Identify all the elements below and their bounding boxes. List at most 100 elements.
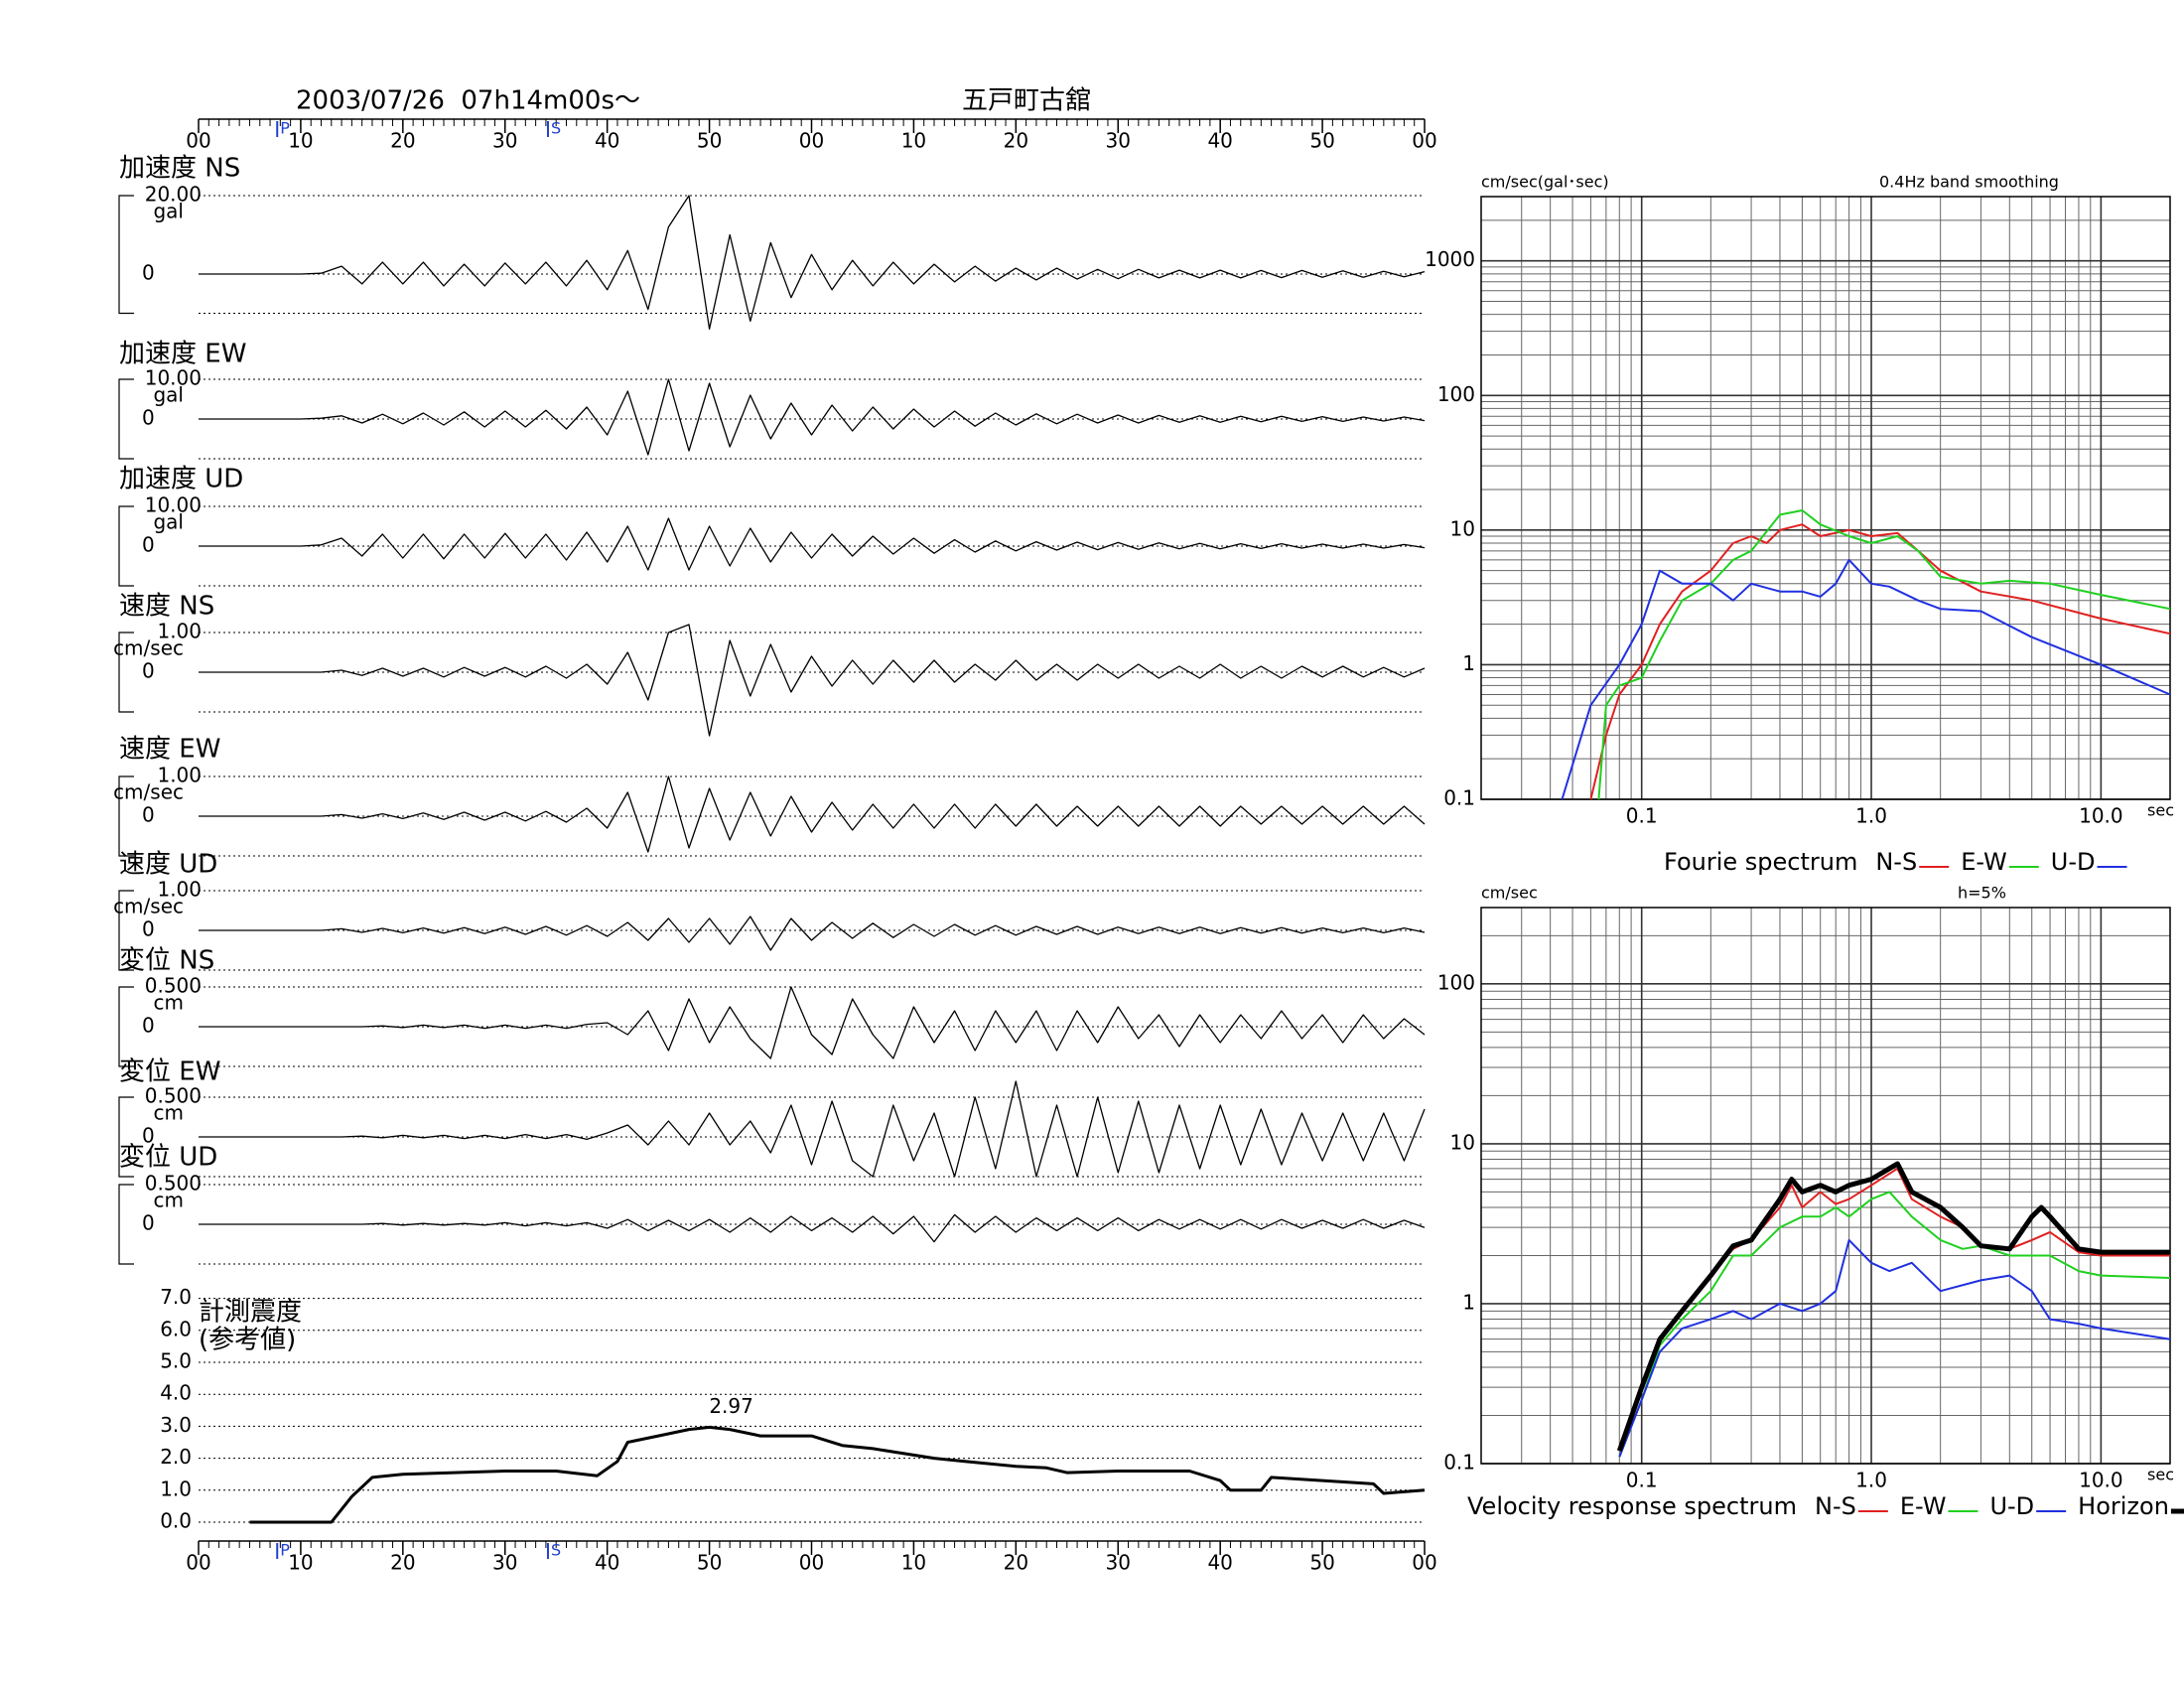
y-tick-label: 7.0 <box>160 1285 192 1309</box>
x-tick-label: 30 <box>492 1551 517 1575</box>
y-tick-label: 1.0 <box>160 1477 192 1500</box>
x-tick-label: 1.0 <box>1855 1469 1887 1492</box>
x-tick-label: 1.0 <box>1855 804 1887 828</box>
x-tick-label: 10 <box>288 129 313 153</box>
intensity-line <box>249 1425 1426 1524</box>
y-tick-label: 0 <box>142 659 155 683</box>
y-axis-label: cm/sec(gal･sec) <box>1481 173 1609 192</box>
phase-label: P <box>280 1541 290 1560</box>
spectrum-line <box>1618 1238 2171 1458</box>
y-tick-label: 0 <box>142 917 155 941</box>
x-tick-label: 50 <box>1309 1551 1334 1575</box>
waveform <box>199 915 1426 951</box>
y-tick-label: 1.00 <box>157 764 202 787</box>
x-tick-label: 30 <box>1106 1551 1131 1575</box>
legend-label: N-S <box>1875 848 1917 876</box>
unit-label: cm <box>154 991 184 1015</box>
phase-label: P <box>280 119 290 138</box>
trace-bracket <box>118 890 134 971</box>
x-tick-label: 00 <box>799 129 824 153</box>
x-tick-label: 50 <box>1309 129 1334 153</box>
x-tick-label: 00 <box>1412 1551 1436 1575</box>
trace-bracket <box>118 378 134 460</box>
trace-bracket <box>118 775 134 857</box>
x-tick-label: 50 <box>697 129 722 153</box>
y-tick-label: 0 <box>142 533 155 557</box>
y-tick-label: 0 <box>142 803 155 827</box>
x-tick-label: 0.1 <box>1626 1469 1658 1492</box>
y-tick-label: 0.0 <box>160 1509 192 1533</box>
x-axis-label: sec <box>2147 801 2174 820</box>
x-tick-label: 20 <box>1004 129 1028 153</box>
y-tick-label: 4.0 <box>160 1381 192 1405</box>
trace-title: 変位 UD <box>119 1143 217 1173</box>
trace-bracket <box>118 195 134 315</box>
x-tick-label: 00 <box>1412 129 1436 153</box>
legend-title: Fourie spectrum <box>1664 848 1857 876</box>
trace-title: 加速度 NS <box>119 154 240 184</box>
intensity-title: 計測震度 <box>199 1298 302 1328</box>
x-tick-label: 40 <box>595 1551 619 1575</box>
trace-bracket <box>118 1184 134 1265</box>
note: 0.4Hz band smoothing <box>1879 173 2059 192</box>
y-tick-label: 0.500 <box>145 1084 202 1108</box>
spectrum-line <box>1561 558 2171 800</box>
y-tick-label: 0 <box>142 1124 155 1148</box>
y-tick-label: 6.0 <box>160 1317 192 1340</box>
x-tick-label: 00 <box>186 129 210 153</box>
spectrum-line <box>1597 509 2171 800</box>
y-tick-label: 0 <box>142 261 155 285</box>
record-title: 2003/07/26 07h14m00s～ <box>296 86 640 116</box>
unit-label: gal <box>153 383 184 407</box>
y-tick-label: 5.0 <box>160 1349 192 1373</box>
y-tick-label: 1.00 <box>157 620 202 643</box>
waveform <box>199 775 1426 853</box>
y-tick-label: 10 <box>1450 516 1475 540</box>
spectrum-line <box>1616 1161 2170 1453</box>
x-tick-label: 10 <box>901 129 926 153</box>
y-tick-label: 0 <box>142 1014 155 1038</box>
x-tick-label: 10 <box>288 1551 313 1575</box>
x-tick-label: 40 <box>595 129 619 153</box>
x-tick-label: 0.1 <box>1626 804 1658 828</box>
phase-label: S <box>551 119 561 138</box>
x-tick-label: 10.0 <box>2079 1469 2123 1492</box>
plot-frame <box>1480 196 2171 800</box>
legend-label: E-W <box>1900 1492 1947 1520</box>
y-tick-label: 3.0 <box>160 1413 192 1437</box>
peak-label: 2.97 <box>709 1394 753 1418</box>
x-tick-label: 40 <box>1207 129 1232 153</box>
unit-label: cm/sec <box>113 636 184 660</box>
y-tick-label: 10 <box>1450 1130 1475 1154</box>
y-tick-label: 0.500 <box>145 974 202 998</box>
y-tick-label: 10.00 <box>145 366 202 390</box>
x-tick-label: 00 <box>799 1551 824 1575</box>
trace-title: 加速度 UD <box>119 465 243 494</box>
y-tick-label: 0 <box>142 406 155 430</box>
x-tick-label: 50 <box>697 1551 722 1575</box>
trace-title: 加速度 EW <box>119 340 246 369</box>
waveform <box>199 1080 1426 1178</box>
y-tick-label: 100 <box>1437 970 1475 994</box>
trace-title: 速度 NS <box>119 592 214 622</box>
trace-title: 変位 EW <box>119 1057 220 1087</box>
waveform <box>199 624 1426 737</box>
y-axis-label: cm/sec <box>1481 884 1538 903</box>
y-tick-label: 1.00 <box>157 878 202 902</box>
unit-label: cm <box>154 1189 184 1212</box>
x-tick-label: 10.0 <box>2079 804 2123 828</box>
waveform <box>199 517 1426 571</box>
unit-label: gal <box>153 510 184 534</box>
y-tick-label: 1 <box>1462 1290 1475 1314</box>
x-tick-label: 20 <box>1004 1551 1028 1575</box>
waveform <box>199 195 1426 330</box>
waveform <box>199 378 1426 456</box>
trace-bracket <box>118 1096 134 1178</box>
y-tick-label: 0.1 <box>1443 1451 1475 1475</box>
unit-label: cm/sec <box>113 895 184 918</box>
trace-bracket <box>118 505 134 587</box>
legend-title: Velocity response spectrum <box>1467 1492 1797 1520</box>
